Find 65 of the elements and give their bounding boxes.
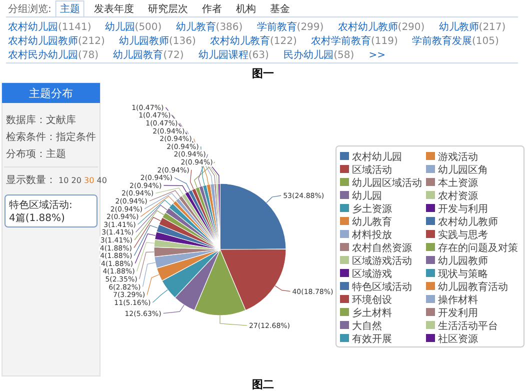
text: 主题 <box>60 3 80 15</box>
legend-label: 幼儿园区域活动 <box>352 177 422 189</box>
legend-label: 有效开展 <box>352 333 392 345</box>
text: 发表年度 <box>94 3 134 15</box>
text: 图一 <box>252 67 274 80</box>
legend-label: 环境创设 <box>352 294 392 306</box>
text: 特色区域活动: 4篇(1.88%) <box>9 199 72 224</box>
text: 农村民办幼儿园(78) <box>8 49 99 61</box>
legend-label: 农村幼儿园 <box>352 151 402 163</box>
text: 幼儿园教师(136) <box>119 35 196 47</box>
text: 20 <box>68 176 82 185</box>
legend-label: 材料投放 <box>351 229 392 241</box>
legend-label: 乡土资源 <box>352 203 392 215</box>
text: 学前教育(299) <box>256 21 324 33</box>
text: 30 <box>81 176 94 185</box>
legend-label: 本土资源 <box>438 177 478 189</box>
text: 幼儿教师(217) <box>438 21 506 33</box>
legend-label: 乡土材料 <box>352 307 392 319</box>
legend-label: 操作材料 <box>438 294 478 306</box>
text: 农村幼儿教育(122) <box>210 35 297 47</box>
text: 民办幼儿园(58) <box>284 49 354 61</box>
text: 学前教育发展(105) <box>412 35 499 47</box>
text: 幼儿园教育(72) <box>113 49 184 61</box>
text: 幼儿教育(386) <box>176 21 243 33</box>
text: 机构 <box>236 3 256 15</box>
text: 图二 <box>252 378 274 391</box>
text: 40 <box>94 176 107 185</box>
legend-label: 区域活动 <box>352 164 392 176</box>
legend-label: 农村幼儿教师 <box>438 216 498 228</box>
text: 基金 <box>270 3 290 15</box>
text: 农村学前教育(119) <box>311 35 398 47</box>
legend-label: 幼儿教育 <box>352 216 392 228</box>
legend-label: 大自然 <box>352 320 382 332</box>
legend-label: 开发利用 <box>438 307 478 319</box>
text: 分组浏览: <box>8 3 52 15</box>
text: >> <box>368 50 386 61</box>
chart-title: 主题分布 <box>29 87 73 100</box>
text: 分布项：主题 <box>6 148 66 160</box>
text: 作者 <box>200 3 222 15</box>
text: 研究层次 <box>148 3 188 15</box>
text: 农村幼儿园教师(212) <box>8 35 105 47</box>
legend-label: 幼儿园教育活动 <box>438 281 508 293</box>
legend-label: 特色区域活动 <box>352 281 412 293</box>
legend-label: 幼儿园区角 <box>438 164 488 176</box>
text: 数据库：文献库 <box>6 114 76 126</box>
legend-label: 存在的问题及对策 <box>438 242 518 254</box>
legend-label: 区域游戏 <box>352 268 392 280</box>
text: 10 <box>56 176 69 185</box>
legend-label: 农村自然资源 <box>352 242 412 254</box>
legend-label: 游戏活动 <box>438 151 478 163</box>
text: 幼儿园课程(63) <box>198 49 270 61</box>
legend-label: 实践与思考 <box>438 229 488 241</box>
text: 检索条件：指定条件 <box>6 131 96 143</box>
text: 农村幼儿教师(290) <box>338 21 425 33</box>
text: 农村幼儿园(1141) <box>8 21 92 33</box>
legend-label: 生活活动平台 <box>438 320 498 332</box>
legend-label: 农村资源 <box>438 190 478 202</box>
legend-label: 区域游戏活动 <box>352 255 412 267</box>
text: 幼儿园(500) <box>104 21 162 33</box>
legend-label: 幼儿园 <box>352 190 382 202</box>
legend-label: 幼儿园教师 <box>438 255 488 267</box>
legend-label: 开发与利用 <box>438 203 488 215</box>
legend-label: 社区资源 <box>438 333 478 345</box>
legend-label: 现状与策略 <box>438 268 488 280</box>
text: 显示数量： <box>6 175 56 186</box>
